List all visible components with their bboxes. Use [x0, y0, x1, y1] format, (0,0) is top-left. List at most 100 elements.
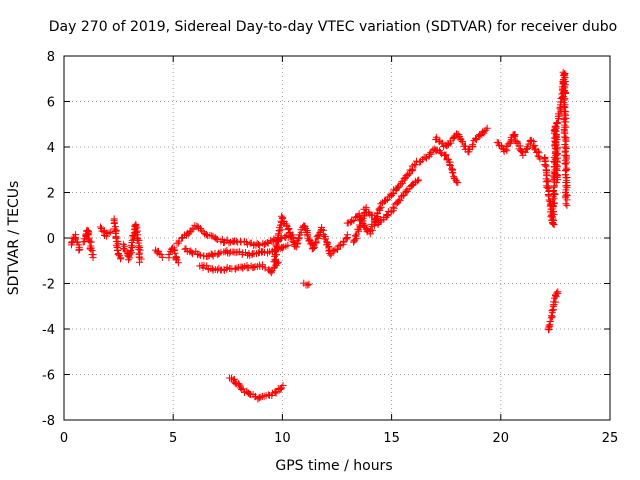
data-point	[114, 240, 122, 248]
data-point	[396, 196, 404, 204]
data-point	[96, 223, 104, 231]
data-point	[343, 231, 351, 239]
data-point	[318, 226, 326, 234]
data-point	[309, 244, 317, 252]
data-point	[380, 197, 388, 205]
data-point	[264, 391, 272, 399]
data-point	[105, 229, 113, 237]
y-tick-label: -6	[42, 369, 55, 384]
data-point	[212, 235, 220, 243]
data-point	[544, 192, 552, 200]
data-point	[202, 231, 210, 239]
data-point	[561, 81, 569, 89]
data-point	[155, 250, 163, 258]
data-point	[377, 200, 385, 208]
data-point	[441, 152, 449, 160]
data-point	[422, 153, 430, 161]
data-point	[89, 254, 97, 262]
data-point	[446, 161, 454, 169]
data-point	[408, 167, 416, 175]
data-point	[548, 307, 556, 315]
data-point	[556, 104, 564, 112]
data-point	[546, 317, 554, 325]
data-point	[304, 281, 312, 289]
data-point	[427, 150, 435, 158]
data-point	[189, 225, 197, 233]
data-point	[442, 151, 450, 159]
y-tick-label: 8	[47, 50, 55, 65]
data-point	[278, 215, 286, 223]
data-point	[390, 204, 398, 212]
y-tick-label: -8	[42, 414, 55, 429]
data-point	[545, 322, 553, 330]
y-tick-label: 4	[47, 141, 55, 156]
data-point	[448, 165, 456, 173]
data-point	[469, 141, 477, 149]
data-point	[511, 137, 519, 145]
data-point	[134, 235, 142, 243]
data-point	[336, 241, 344, 249]
data-point	[330, 247, 338, 255]
data-point	[239, 385, 247, 393]
data-point	[255, 394, 263, 402]
y-tick-label: 2	[47, 187, 55, 202]
data-point	[178, 234, 186, 242]
data-point	[376, 204, 384, 212]
data-point	[550, 183, 558, 191]
data-point	[227, 374, 235, 382]
data-point	[255, 241, 263, 249]
data-point	[75, 246, 83, 254]
data-point	[552, 298, 560, 306]
data-point	[543, 177, 551, 185]
data-point	[383, 212, 391, 220]
data-point	[404, 170, 412, 178]
data-point	[278, 234, 286, 242]
data-point	[562, 191, 570, 199]
x-tick-label: 0	[60, 431, 68, 446]
data-point	[454, 179, 462, 187]
y-tick-label: -2	[42, 278, 55, 293]
data-point	[335, 242, 343, 250]
data-point	[79, 238, 87, 246]
data-point	[340, 238, 348, 246]
data-point	[562, 160, 570, 168]
data-point	[233, 264, 241, 272]
data-point	[286, 229, 294, 237]
data-point	[382, 197, 390, 205]
data-point	[553, 151, 561, 159]
data-point	[257, 393, 265, 401]
data-point	[461, 142, 469, 150]
data-point	[305, 280, 313, 288]
data-point	[563, 201, 571, 209]
data-point	[553, 178, 561, 186]
data-point	[225, 239, 233, 247]
data-point	[453, 178, 461, 186]
data-point	[117, 255, 125, 263]
data-point	[136, 246, 144, 254]
data-point	[158, 253, 166, 261]
y-tick-label: 6	[47, 96, 55, 111]
data-point	[137, 255, 145, 263]
data-point	[267, 268, 275, 276]
data-point	[273, 251, 281, 259]
data-point	[303, 231, 311, 239]
data-point	[412, 161, 420, 169]
data-point	[311, 239, 319, 247]
data-point	[215, 250, 223, 258]
data-point	[333, 245, 341, 253]
data-point	[368, 211, 376, 219]
data-point	[86, 245, 94, 253]
data-point	[174, 259, 182, 267]
data-point	[562, 200, 570, 208]
data-point	[449, 169, 457, 177]
grid-lines	[64, 56, 610, 420]
data-point	[250, 263, 258, 271]
y-axis-title: SDTVAR / TECUs	[6, 181, 22, 296]
data-point	[499, 144, 507, 152]
data-point	[415, 176, 423, 184]
data-point	[261, 264, 269, 272]
x-tick-label: 20	[493, 431, 510, 446]
data-point	[225, 249, 233, 257]
data-point	[438, 139, 446, 147]
